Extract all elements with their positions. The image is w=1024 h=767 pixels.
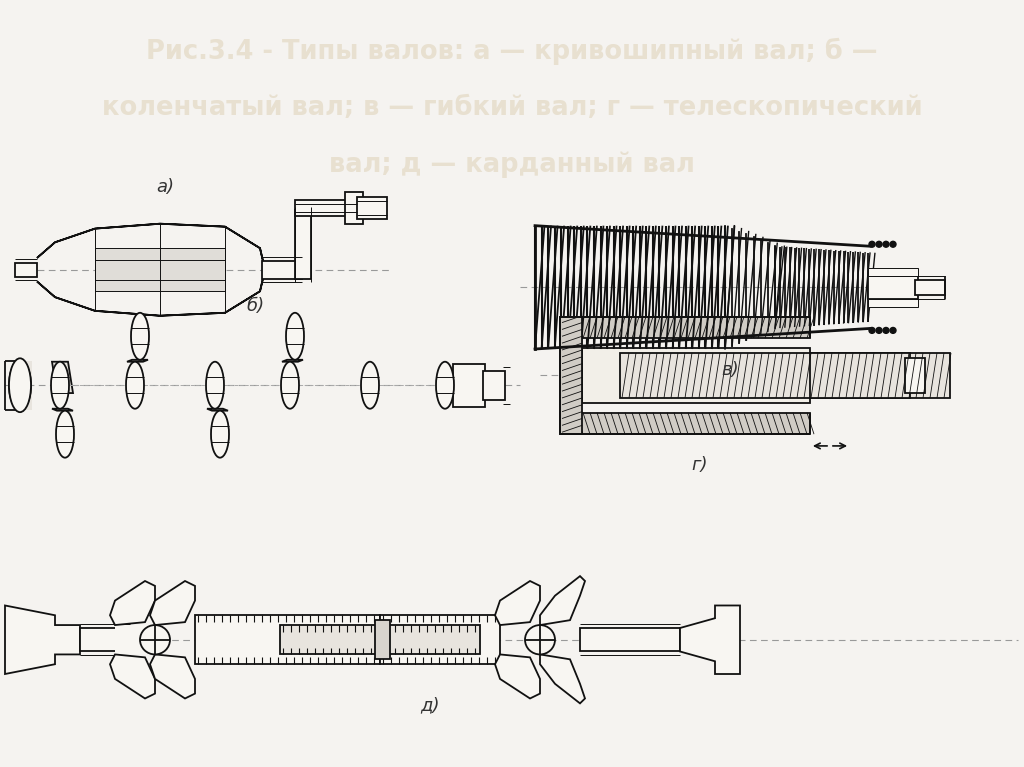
Polygon shape xyxy=(495,654,540,699)
Polygon shape xyxy=(5,605,80,674)
Bar xyxy=(95,249,225,291)
Bar xyxy=(582,348,810,403)
Bar xyxy=(375,621,390,660)
Bar xyxy=(560,317,582,434)
Polygon shape xyxy=(110,581,155,625)
Circle shape xyxy=(883,242,889,247)
Bar xyxy=(80,628,130,651)
Ellipse shape xyxy=(211,410,229,458)
Ellipse shape xyxy=(361,362,379,409)
Bar xyxy=(868,275,918,299)
Ellipse shape xyxy=(9,358,31,412)
Polygon shape xyxy=(150,581,195,625)
Ellipse shape xyxy=(281,362,299,409)
Text: а): а) xyxy=(156,178,174,196)
Text: д): д) xyxy=(420,696,439,715)
Bar xyxy=(357,197,387,219)
Ellipse shape xyxy=(140,625,170,654)
Polygon shape xyxy=(127,360,148,362)
Bar xyxy=(195,615,380,664)
Text: в): в) xyxy=(721,360,738,379)
Ellipse shape xyxy=(9,360,31,410)
Bar xyxy=(345,193,362,224)
Ellipse shape xyxy=(126,362,144,409)
Bar xyxy=(380,615,500,664)
Polygon shape xyxy=(110,654,155,699)
Circle shape xyxy=(890,328,896,334)
Text: вал; д — карданный вал: вал; д — карданный вал xyxy=(329,152,695,178)
Ellipse shape xyxy=(436,362,454,409)
Text: коленчатый вал; в — гибкий вал; г — телескопический: коленчатый вал; в — гибкий вал; г — теле… xyxy=(101,95,923,121)
Ellipse shape xyxy=(525,625,555,654)
Bar xyxy=(905,358,925,393)
Ellipse shape xyxy=(56,410,74,458)
Bar xyxy=(915,279,945,295)
Circle shape xyxy=(876,242,882,247)
Text: Рис.3.4 - Типы валов: а — кривошипный вал; б —: Рис.3.4 - Типы валов: а — кривошипный ва… xyxy=(146,38,878,64)
Bar xyxy=(483,370,505,400)
Circle shape xyxy=(890,242,896,247)
Polygon shape xyxy=(52,409,73,410)
Bar xyxy=(262,261,302,278)
Bar xyxy=(295,210,311,278)
Text: б): б) xyxy=(246,297,264,314)
Polygon shape xyxy=(282,360,303,362)
Ellipse shape xyxy=(286,313,304,360)
Bar xyxy=(20,360,32,410)
Ellipse shape xyxy=(131,313,150,360)
Polygon shape xyxy=(37,224,265,316)
Polygon shape xyxy=(150,654,195,699)
Bar xyxy=(620,353,950,398)
Circle shape xyxy=(869,242,874,247)
Polygon shape xyxy=(52,362,73,393)
Bar xyxy=(868,268,918,275)
Bar xyxy=(295,200,357,216)
Bar xyxy=(280,625,480,654)
Polygon shape xyxy=(207,409,228,410)
Bar xyxy=(580,628,680,651)
Polygon shape xyxy=(540,576,585,625)
Bar xyxy=(560,413,810,434)
Polygon shape xyxy=(680,605,740,674)
Ellipse shape xyxy=(51,362,69,409)
Circle shape xyxy=(883,328,889,334)
Polygon shape xyxy=(495,581,540,625)
Circle shape xyxy=(869,328,874,334)
Polygon shape xyxy=(540,654,585,703)
Bar xyxy=(810,353,910,398)
Text: г): г) xyxy=(692,456,709,474)
Bar xyxy=(868,299,918,307)
Ellipse shape xyxy=(206,362,224,409)
Bar xyxy=(115,625,150,654)
Circle shape xyxy=(876,328,882,334)
Bar xyxy=(453,364,485,407)
Bar xyxy=(15,263,37,277)
Bar xyxy=(560,317,810,338)
